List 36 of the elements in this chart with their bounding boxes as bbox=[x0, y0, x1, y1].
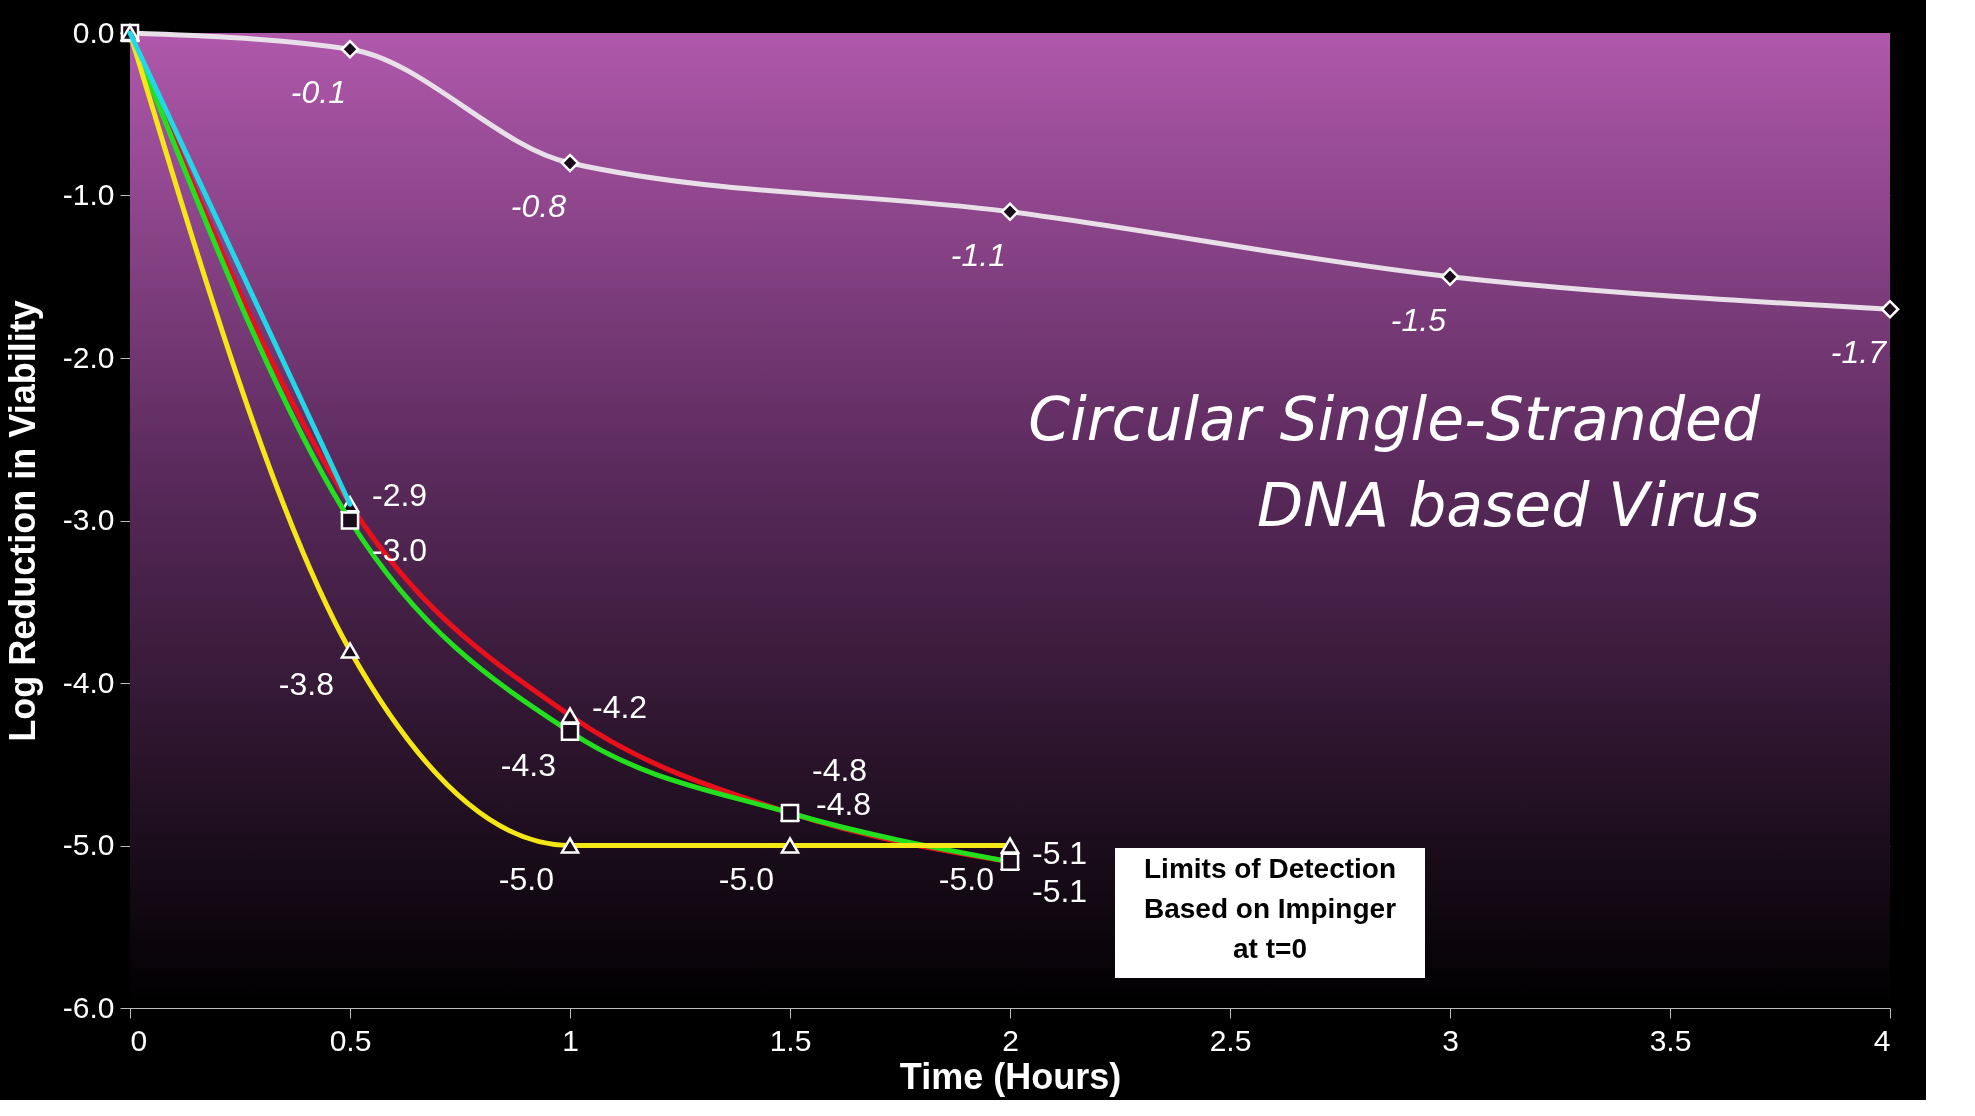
y-tick-label: -1.0 bbox=[62, 178, 115, 211]
data-label: -5.0 bbox=[498, 860, 554, 897]
data-label: -1.5 bbox=[1390, 301, 1447, 338]
y-tick-label: -2.0 bbox=[62, 340, 115, 374]
data-label: -4.3 bbox=[500, 746, 556, 783]
data-label: -0.1 bbox=[290, 74, 346, 111]
data-label: -1.7 bbox=[1830, 334, 1888, 371]
x-tick-label: 4 bbox=[1873, 1023, 1891, 1057]
x-tick-label: 0.5 bbox=[329, 1023, 372, 1057]
data-label: -1.1 bbox=[950, 236, 1006, 273]
text: Circular Single-Stranded DNA based Virus bbox=[1028, 384, 1761, 540]
data-label: -3.8 bbox=[278, 665, 334, 702]
annotation: Limits of Detection Based on Impinger at t=0 bbox=[1143, 853, 1397, 964]
data-label: -4.2 bbox=[592, 688, 648, 725]
y-tick-label: -5.0 bbox=[62, 828, 115, 861]
data-label: -0.8 bbox=[510, 188, 567, 224]
x-axis-title: Time (Hours) bbox=[899, 1055, 1122, 1097]
x-tick-label: 0 bbox=[130, 1023, 148, 1057]
y-axis-title: Log Reduction in Viability bbox=[1, 300, 43, 742]
data-label: -5.1 bbox=[1032, 834, 1088, 871]
y-tick-label: -6.0 bbox=[62, 990, 115, 1024]
data-label: -5.0 bbox=[938, 860, 994, 897]
data-label: -2.9 bbox=[372, 477, 428, 514]
x-tick-label: 1.5 bbox=[769, 1023, 812, 1057]
data-label: -4.8 bbox=[812, 752, 868, 788]
y-tick-label: 0.0 bbox=[72, 15, 115, 49]
x-tick-label: 2 bbox=[1002, 1023, 1019, 1057]
x-tick-label: 1 bbox=[562, 1023, 579, 1057]
x-tick-label: 3 bbox=[1442, 1023, 1459, 1057]
data-label: -4.8 bbox=[816, 786, 872, 822]
x-tick-label: 2.5 bbox=[1209, 1023, 1252, 1057]
y-tick-label: -3.0 bbox=[62, 503, 115, 536]
y-tick-label: -4.0 bbox=[62, 665, 115, 699]
data-label: -5.0 bbox=[718, 860, 774, 897]
data-label: -5.1 bbox=[1032, 872, 1088, 909]
x-tick-label: 3.5 bbox=[1649, 1023, 1692, 1057]
